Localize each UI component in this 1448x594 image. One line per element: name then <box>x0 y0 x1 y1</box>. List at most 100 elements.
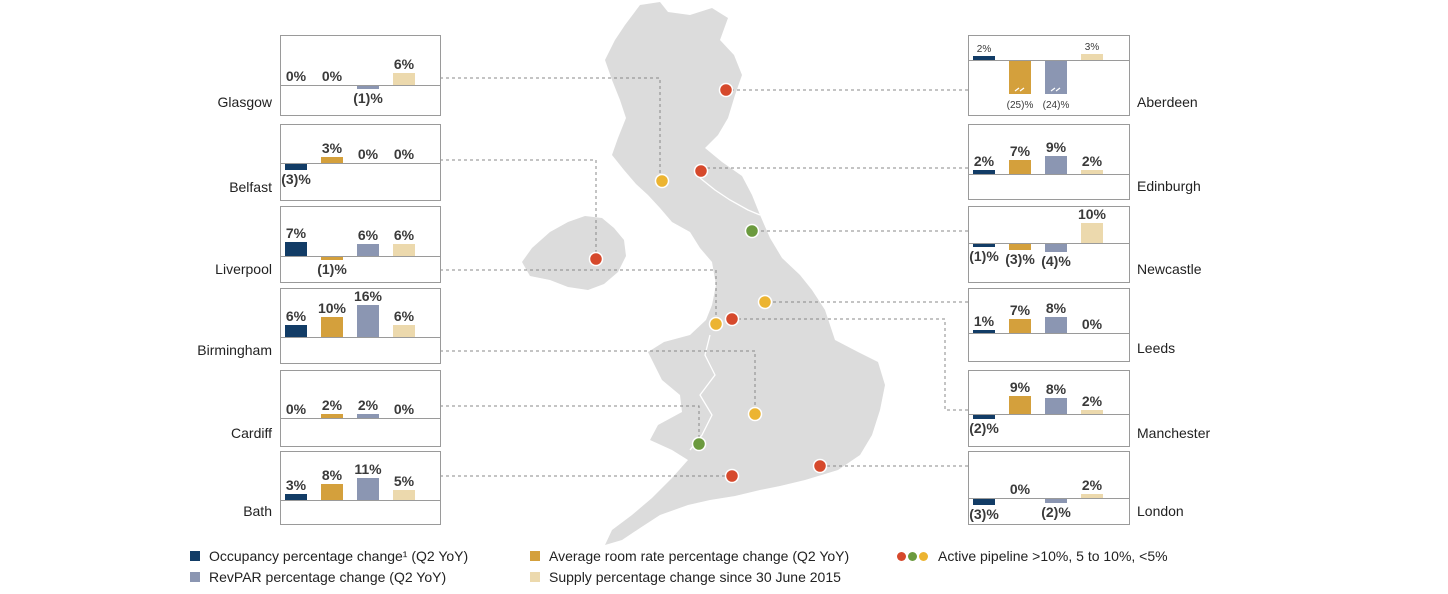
legend-label-adr: Average room rate percentage change (Q2 … <box>549 548 850 564</box>
city-name-glasgow: Glasgow <box>218 94 273 110</box>
city-name-cardiff: Cardiff <box>231 425 272 441</box>
bar-aberdeen-adr <box>1009 61 1031 94</box>
panel-newcastle: Newcastle (1)% (3)% (4)% 10% <box>968 206 1202 283</box>
city-name-newcastle: Newcastle <box>1137 261 1202 277</box>
panel-frame-london <box>968 451 1130 525</box>
value-label-liverpool-adr: (1)% <box>317 261 347 277</box>
panel-glasgow: Glasgow 0% 0% (1)% 6% <box>218 35 441 116</box>
value-label-belfast-revpar: 0% <box>358 146 379 162</box>
value-label-cardiff-revpar: 2% <box>358 397 379 413</box>
value-label-manchester-revpar: 8% <box>1046 381 1067 397</box>
panel-frame-belfast <box>280 124 441 201</box>
value-label-bath-revpar: 11% <box>354 461 382 477</box>
value-label-cardiff-adr: 2% <box>322 397 343 413</box>
value-label-newcastle-supply: 10% <box>1078 206 1107 222</box>
pin-glasgow <box>654 173 670 189</box>
bar-bath-adr <box>321 484 343 500</box>
wales-england-border <box>689 334 716 451</box>
legend-label-occupancy: Occupancy percentage change¹ (Q2 YoY) <box>209 548 469 564</box>
value-label-manchester-occupancy: (2)% <box>969 420 999 436</box>
occupancy-swatch <box>190 551 200 561</box>
northern-ireland-shape <box>522 216 626 290</box>
bar-glasgow-supply <box>393 73 415 85</box>
bar-birmingham-revpar <box>357 305 379 337</box>
bar-manchester-adr <box>1009 396 1031 414</box>
value-label-cardiff-supply: 0% <box>394 401 415 417</box>
value-label-belfast-supply: 0% <box>394 146 415 162</box>
legend-item-pipeline: Active pipeline >10%, 5 to 10%, <5% <box>897 548 1168 564</box>
value-label-leeds-supply: 0% <box>1082 316 1103 332</box>
bar-london-revpar <box>1045 499 1067 503</box>
bar-liverpool-revpar <box>357 244 379 256</box>
bar-cardiff-revpar <box>357 414 379 418</box>
panel-london: London (3)% 0% (2)% 2% <box>968 451 1184 525</box>
bar-liverpool-occupancy <box>285 242 307 256</box>
panel-leeds: Leeds 1% 7% 8% 0% <box>968 288 1175 362</box>
bar-aberdeen-occupancy <box>973 56 995 60</box>
bar-aberdeen-revpar <box>1045 61 1067 94</box>
pin-london <box>812 458 828 474</box>
value-label-aberdeen-supply: 3% <box>1085 42 1100 53</box>
city-name-bath: Bath <box>243 503 272 519</box>
legend-label-pipeline: Active pipeline >10%, 5 to 10%, <5% <box>938 548 1168 564</box>
legend-item-revpar: RevPAR percentage change (Q2 YoY) <box>190 569 446 585</box>
axis-break-aberdeen-1 <box>1014 87 1025 92</box>
bar-edinburgh-revpar <box>1045 156 1067 174</box>
pin-cardiff <box>691 436 707 452</box>
city-name-manchester: Manchester <box>1137 425 1210 441</box>
bar-leeds-revpar <box>1045 317 1067 333</box>
panel-aberdeen: Aberdeen 2% (25)% (24)% 3% <box>968 35 1198 116</box>
value-label-birmingham-supply: 6% <box>394 308 415 324</box>
value-label-london-revpar: (2)% <box>1041 504 1071 520</box>
supply-swatch <box>530 572 540 582</box>
bar-bath-supply <box>393 490 415 500</box>
value-label-edinburgh-revpar: 9% <box>1046 139 1067 155</box>
value-label-glasgow-occupancy: 0% <box>286 68 307 84</box>
axis-break-aberdeen-2 <box>1050 87 1061 92</box>
value-label-glasgow-adr: 0% <box>322 68 343 84</box>
connector-lines <box>440 77 968 477</box>
bar-aberdeen-supply <box>1081 54 1103 60</box>
bar-london-occupancy <box>973 499 995 505</box>
connector-glasgow <box>440 77 661 178</box>
value-label-leeds-revpar: 8% <box>1046 300 1067 316</box>
value-label-bath-supply: 5% <box>394 473 415 489</box>
panel-frame-newcastle <box>968 206 1130 283</box>
city-name-birmingham: Birmingham <box>197 342 272 358</box>
scotland-england-border <box>699 177 761 216</box>
city-name-belfast: Belfast <box>229 179 272 195</box>
connector-belfast <box>440 159 597 256</box>
pin-leeds <box>757 294 773 310</box>
value-label-manchester-adr: 9% <box>1010 379 1031 395</box>
legend-item-supply: Supply percentage change since 30 June 2… <box>530 569 841 585</box>
bar-birmingham-adr <box>321 317 343 337</box>
bar-newcastle-supply <box>1081 223 1103 243</box>
value-label-birmingham-revpar: 16% <box>354 288 383 304</box>
pin-newcastle <box>744 223 760 239</box>
bar-birmingham-supply <box>393 325 415 337</box>
value-label-birmingham-adr: 10% <box>318 300 347 316</box>
value-label-aberdeen-adr: (25)% <box>1007 100 1034 111</box>
panel-liverpool: Liverpool 7% (1)% 6% 6% <box>215 206 441 283</box>
bar-leeds-occupancy <box>973 330 995 333</box>
legend-label-supply: Supply percentage change since 30 June 2… <box>549 569 841 585</box>
bar-belfast-occupancy <box>285 164 307 170</box>
legend-item-occupancy: Occupancy percentage change¹ (Q2 YoY) <box>190 548 468 564</box>
bar-edinburgh-supply <box>1081 170 1103 174</box>
value-label-liverpool-occupancy: 7% <box>286 225 307 241</box>
value-label-birmingham-occupancy: 6% <box>286 308 307 324</box>
pin-liverpool <box>708 316 724 332</box>
value-label-newcastle-revpar: (4)% <box>1041 253 1071 269</box>
connector-liverpool <box>440 269 717 320</box>
bar-london-supply <box>1081 494 1103 498</box>
value-label-leeds-occupancy: 1% <box>974 313 995 329</box>
city-name-london: London <box>1137 503 1184 519</box>
bar-cardiff-adr <box>321 414 343 418</box>
adr-swatch <box>530 551 540 561</box>
bar-liverpool-supply <box>393 244 415 256</box>
value-label-liverpool-supply: 6% <box>394 227 415 243</box>
value-label-cardiff-occupancy: 0% <box>286 401 307 417</box>
value-label-manchester-supply: 2% <box>1082 393 1103 409</box>
bar-edinburgh-occupancy <box>973 170 995 174</box>
